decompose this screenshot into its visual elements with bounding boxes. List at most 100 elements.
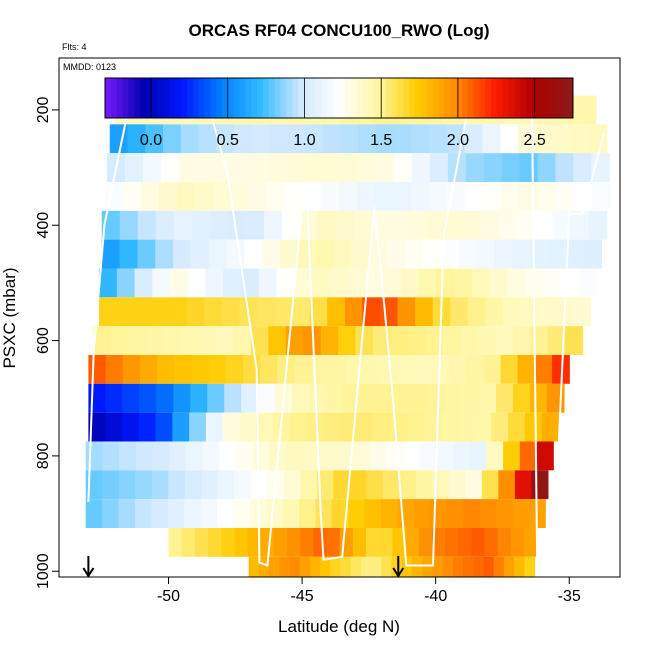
heatmap-cell	[573, 181, 592, 211]
heatmap-cell	[205, 268, 224, 298]
heatmap-cell	[573, 153, 592, 182]
colorbar-segment	[134, 78, 141, 118]
heatmap-cell	[379, 527, 393, 557]
heatmap-cell	[250, 470, 268, 500]
heatmap-cell	[105, 383, 123, 413]
colorbar-segment	[508, 78, 515, 118]
heatmap-cell	[173, 383, 191, 413]
y-tick-label: 800	[35, 442, 52, 469]
heatmap-cell	[570, 210, 590, 240]
heatmap-cell	[431, 354, 450, 384]
heatmap-cell	[156, 383, 174, 413]
heatmap-cell	[425, 326, 444, 355]
heatmap-cell	[172, 412, 190, 442]
heatmap-cell	[102, 499, 120, 528]
heatmap-cell	[333, 470, 351, 500]
heatmap-cell	[276, 268, 295, 298]
heatmap-cell	[300, 470, 318, 500]
heatmap-cell	[453, 441, 471, 471]
heatmap-cell	[316, 470, 334, 500]
heatmap-cell	[429, 124, 448, 154]
heatmap-cell	[366, 470, 384, 500]
heatmap-cell	[534, 210, 554, 240]
heatmap-cell	[242, 354, 261, 384]
heatmap-cell	[151, 297, 170, 327]
heatmap-cell	[520, 297, 539, 327]
heatmap-cell	[519, 153, 539, 182]
colorbar-segment	[227, 78, 235, 118]
heatmap-cell	[418, 527, 433, 557]
heatmap-cell	[462, 383, 480, 413]
colorbar-segment	[561, 78, 568, 118]
heatmap-cell	[134, 268, 153, 298]
heatmap-cell	[355, 326, 374, 355]
heatmap-cell	[467, 297, 486, 327]
heatmap-cell	[151, 470, 169, 500]
heatmap-cell	[152, 268, 171, 298]
heatmap-cell	[121, 412, 140, 442]
colorbar-segment	[222, 78, 229, 118]
heatmap-cell	[266, 499, 284, 528]
heatmap-cell	[392, 181, 412, 211]
heatmap-cell	[268, 153, 288, 182]
heatmap-cell	[422, 556, 434, 577]
heatmap-cell	[134, 499, 152, 528]
colorbar-segment	[555, 78, 562, 118]
heatmap-cell	[244, 239, 263, 269]
heatmap-cell	[294, 354, 313, 384]
heatmap-cell	[519, 181, 538, 211]
heatmap-cell	[362, 297, 381, 327]
heatmap-cell	[405, 239, 424, 269]
heatmap-cell	[333, 239, 353, 269]
direction-arrows	[82, 556, 405, 578]
colorbar-segment	[461, 78, 469, 118]
chart-title: ORCAS RF04 CONCU100_RWO (Log)	[189, 21, 490, 40]
heatmap-cell	[419, 441, 437, 471]
heatmap-cell	[299, 556, 311, 577]
heatmap-cell	[400, 268, 420, 298]
heatmap-cell	[234, 470, 252, 500]
colorbar-segment	[110, 78, 118, 118]
heatmap-cell	[286, 153, 305, 182]
heatmap-cell	[444, 210, 463, 240]
heatmap-cell	[299, 499, 317, 528]
heatmap-cell	[304, 153, 323, 182]
heatmap-cell	[336, 441, 354, 471]
heatmap-cell	[360, 383, 378, 413]
heatmap-cell	[465, 470, 483, 500]
heatmap-cell	[524, 412, 543, 442]
heatmap-cell	[481, 470, 499, 500]
heatmap-cell	[105, 354, 124, 384]
heatmap-cell	[479, 499, 497, 528]
colorbar-segment	[379, 78, 387, 118]
heatmap-cell	[441, 412, 459, 442]
heatmap-cell	[138, 412, 157, 442]
heatmap-cell	[173, 239, 192, 269]
heatmap-cell	[483, 153, 503, 182]
heatmap-cell	[300, 527, 314, 557]
colorbar-segment	[502, 78, 510, 118]
heatmap-cell	[469, 441, 488, 471]
heatmap-cell	[537, 297, 557, 327]
heatmap-cell	[194, 181, 214, 211]
heatmap-cell	[516, 210, 536, 240]
colorbar-segment	[233, 78, 241, 118]
heatmap-cell	[119, 441, 137, 471]
heatmap-cell	[287, 527, 301, 557]
colorbar-segment	[520, 78, 527, 118]
heatmap-cell	[88, 412, 106, 442]
heatmap-cell	[450, 297, 469, 327]
heatmap-cell	[503, 556, 515, 577]
heatmap-cell	[225, 354, 244, 384]
heatmap-cell	[302, 181, 322, 211]
heatmap-cell	[340, 153, 359, 182]
heatmap-cell	[212, 181, 232, 211]
heatmap-cell	[363, 354, 381, 384]
heatmap-cell	[168, 470, 186, 500]
colorbar-segment	[105, 78, 112, 118]
heatmap-cell	[205, 412, 224, 442]
heatmap-cell	[436, 441, 454, 471]
heatmap-cell	[221, 527, 235, 557]
colorbar-segment	[456, 78, 463, 118]
flight-track-line	[87, 94, 605, 567]
